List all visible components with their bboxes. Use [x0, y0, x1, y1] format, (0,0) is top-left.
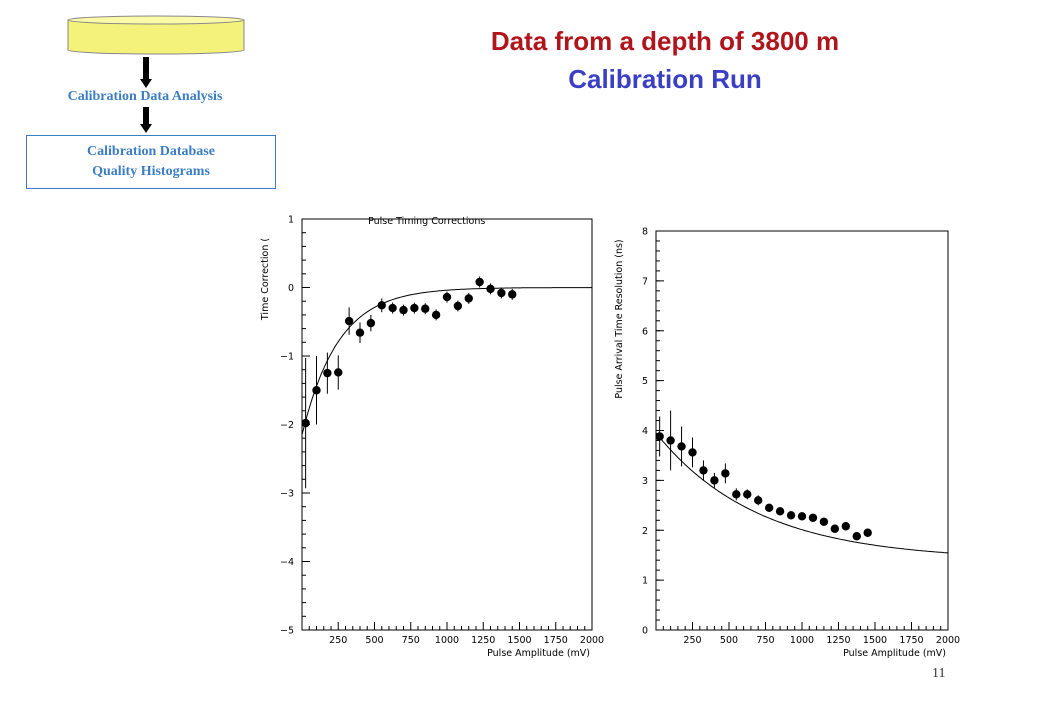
- plot-frame: [301, 218, 593, 631]
- data-point: [721, 469, 730, 478]
- x-tick-label: 2000: [580, 635, 604, 646]
- data-point: [743, 490, 752, 499]
- flow-arrow-1: [143, 57, 149, 80]
- data-point: [464, 294, 473, 303]
- data-point: [442, 292, 452, 302]
- data-point: [754, 496, 763, 505]
- flow-arrow-2: [143, 107, 149, 125]
- y-tick-label: −4: [280, 557, 294, 568]
- data-point: [841, 522, 850, 531]
- data-point: [453, 301, 463, 311]
- data-point: [863, 528, 872, 537]
- data-point: [301, 418, 310, 428]
- x-tick-label: 750: [756, 635, 774, 646]
- page-title: Data from a depth of 3800 m: [490, 26, 840, 56]
- database-icon: [67, 15, 245, 55]
- data-point: [797, 512, 807, 521]
- pulse-timing-corrections-chart: Pulse Timing Corrections 250 500 750 1000 125…: [260, 215, 604, 660]
- pulse-arrival-time-resolution-chart: 250 500 750 1000 1250 1500 1750 2000 0 1 2 3 4 5 6 7 8 Pu…: [614, 227, 960, 660]
- y-tick-label: 5: [642, 376, 648, 387]
- data-point: [475, 277, 484, 287]
- data-point: [852, 532, 861, 541]
- y-axis-label: Pulse Arrival Time Resolution (ns): [614, 239, 625, 398]
- data-point: [775, 507, 785, 516]
- page-subtitle: Calibration Run: [568, 64, 762, 94]
- data-point: [410, 303, 419, 313]
- y-tick-label: −2: [280, 420, 294, 431]
- data-point: [323, 368, 332, 378]
- data-point: [666, 436, 675, 445]
- y-tick-label: 1: [288, 215, 294, 226]
- x-tick-label: 2000: [936, 635, 960, 646]
- x-tick-label: 750: [402, 635, 420, 646]
- data-point: [732, 490, 741, 499]
- data-point: [830, 524, 840, 533]
- data-point: [399, 305, 408, 315]
- y-tick-label: 0: [288, 283, 294, 294]
- x-tick-label: 1000: [435, 635, 459, 646]
- y-tick-label: 4: [642, 426, 648, 437]
- data-point: [312, 386, 321, 395]
- x-tick-label: 1250: [471, 635, 495, 646]
- data-point: [388, 303, 397, 313]
- x-tick-label: 500: [365, 635, 383, 646]
- y-tick-label: −1: [280, 352, 294, 363]
- calibration-data-analysis-label: Calibration Data Analysis: [67, 89, 223, 104]
- data-point: [497, 288, 506, 298]
- data-point: [366, 318, 376, 328]
- x-tick-label: 500: [720, 635, 738, 646]
- fit-curve: [655, 432, 949, 554]
- calibration-database-box: Calibration Database Quality Histograms: [26, 135, 276, 189]
- plot-frame: [655, 230, 949, 631]
- data-point: [764, 503, 774, 513]
- data-point: [688, 448, 697, 457]
- data-point: [786, 511, 796, 520]
- data-point: [486, 284, 495, 294]
- x-axis-label: Pulse Amplitude (mV): [843, 648, 946, 659]
- page-number: 11: [932, 666, 946, 681]
- x-tick-label: 1750: [899, 635, 923, 646]
- y-tick-label: 3: [642, 476, 648, 487]
- y-tick-label: −5: [280, 626, 294, 637]
- data-point: [334, 368, 343, 377]
- data-point: [508, 290, 517, 299]
- x-tick-label: 1500: [863, 635, 887, 646]
- flow-arrow-2-head: [140, 124, 152, 133]
- x-axis-label: Pulse Amplitude (mV): [487, 648, 590, 659]
- y-tick-label: 0: [642, 626, 648, 637]
- x-tick-label: 1750: [544, 635, 568, 646]
- y-tick-label: 6: [642, 326, 648, 337]
- chart-title: Pulse Timing Corrections: [368, 216, 485, 227]
- y-tick-label: −3: [280, 489, 294, 500]
- data-point: [355, 328, 365, 337]
- data-point: [808, 513, 818, 522]
- x-tick-label: 1500: [507, 635, 531, 646]
- data-point: [819, 517, 829, 526]
- y-tick-label: 1: [642, 576, 648, 587]
- x-tick-label: 250: [329, 635, 347, 646]
- y-axis-label: Time Correction (: [260, 238, 271, 321]
- data-point: [677, 442, 686, 451]
- x-tick-label: 1000: [790, 635, 814, 646]
- data-point: [710, 476, 719, 485]
- data-point: [699, 466, 708, 475]
- fit-curve: [301, 287, 593, 435]
- data-point: [655, 432, 664, 441]
- data-point: [421, 304, 430, 313]
- x-tick-label: 250: [683, 635, 701, 646]
- y-tick-label: 2: [642, 526, 648, 537]
- data-point: [431, 310, 441, 320]
- flow-arrow-1-head: [140, 79, 152, 88]
- x-tick-label: 1250: [826, 635, 850, 646]
- box-line-1: Calibration Database: [87, 144, 215, 159]
- y-tick-label: 7: [642, 276, 648, 287]
- y-tick-label: 8: [642, 227, 648, 238]
- data-point: [377, 301, 386, 310]
- data-point: [344, 316, 354, 326]
- box-line-2: Quality Histograms: [92, 164, 210, 179]
